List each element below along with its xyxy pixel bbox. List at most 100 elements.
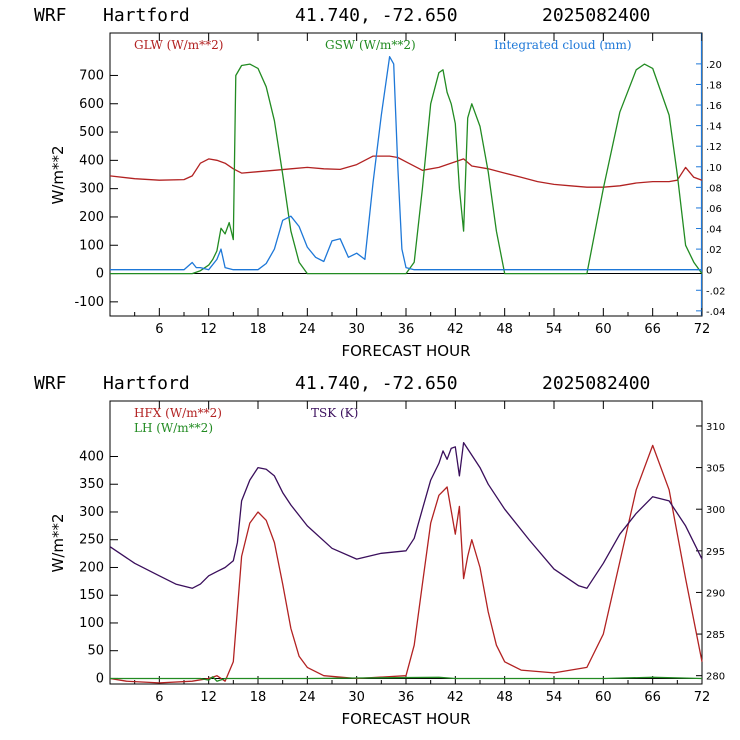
x-tick-label: 42 xyxy=(447,322,464,337)
chart2-y-ticks: 0 50 100 150 200 250 300 350 400 xyxy=(79,449,118,686)
right-tick-label: .04 xyxy=(706,225,722,236)
chart1-model: WRF xyxy=(34,5,67,26)
x-tick-label: 36 xyxy=(398,322,415,337)
x-tick-label: 60 xyxy=(595,322,612,337)
x-tick-label: 36 xyxy=(398,690,415,705)
chart2-header: WRF Hartford 41.740, -72.650 2025082400 xyxy=(34,373,650,394)
x-tick-label: 60 xyxy=(595,690,612,705)
right-tick-label: .16 xyxy=(706,101,722,112)
y-tick-label: 150 xyxy=(79,588,104,603)
chart2-plot-frame xyxy=(109,400,703,685)
c2-series-line-1 xyxy=(110,676,703,682)
y-tick-label: 100 xyxy=(79,616,104,631)
y-tick-label: 200 xyxy=(79,210,104,225)
x-tick-label: 72 xyxy=(694,690,711,705)
y-tick-label: 600 xyxy=(79,97,104,112)
chart2-series xyxy=(109,441,703,684)
c2-series-line-0 xyxy=(109,444,703,684)
chart2-coords: 41.740, -72.650 xyxy=(295,373,458,394)
y-tick-label: 200 xyxy=(79,560,104,575)
chart2-x-axis-label: FORECAST HOUR xyxy=(341,710,470,728)
x-tick-label: 48 xyxy=(496,690,513,705)
right-tick-label: 295 xyxy=(706,547,725,558)
chart2-model: WRF xyxy=(34,373,67,394)
chart2-x-ticks: 6 12 18 24 30 36 42 48 54 60 66 72 xyxy=(134,401,711,705)
chart2-station: Hartford xyxy=(103,373,190,394)
x-tick-label: 30 xyxy=(348,690,365,705)
chart2-legend-tsk: TSK (K) xyxy=(311,406,358,420)
x-tick-label: 30 xyxy=(348,322,365,337)
right-tick-label: .02 xyxy=(706,245,722,256)
y-tick-label: 250 xyxy=(79,533,104,548)
chart1-y-axis-label: W/m**2 xyxy=(49,145,67,204)
c1-series-line-0 xyxy=(109,155,703,188)
x-tick-label: 6 xyxy=(155,690,163,705)
x-tick-label: 18 xyxy=(250,322,267,337)
chart1-series xyxy=(109,56,703,275)
y-tick-label: 100 xyxy=(79,238,104,253)
y-tick-label: 0 xyxy=(96,671,104,686)
chart1-x-ticks: 6 12 18 24 30 36 42 48 54 60 66 72 xyxy=(134,33,711,337)
right-tick-label: 0 xyxy=(706,266,712,277)
y-tick-label: 50 xyxy=(87,644,104,659)
chart2-panel: 6 12 18 24 30 36 42 48 54 60 66 72 0 50 100 150 200 250 3… xyxy=(49,400,725,728)
chart1-legend-glw: GLW (W/m**2) xyxy=(134,38,223,52)
right-tick-label: 305 xyxy=(706,464,725,475)
x-tick-label: 18 xyxy=(250,690,267,705)
right-tick-label: .06 xyxy=(706,204,722,215)
c1-series-line-1 xyxy=(110,63,703,275)
right-tick-label: .14 xyxy=(706,122,722,133)
y-tick-label: 300 xyxy=(79,505,104,520)
y-tick-label: 300 xyxy=(79,182,104,197)
y-tick-label: 500 xyxy=(79,125,104,140)
right-tick-label: -.02 xyxy=(706,286,726,297)
y-tick-label: 350 xyxy=(79,477,104,492)
chart2-right-ticks: 280 285 290 295 300 305 310 xyxy=(696,422,725,683)
chart2-y-axis-label: W/m**2 xyxy=(49,513,67,572)
chart1-right-ticks: .20 .18 .16 .14 .12 .10 .08 .06 .04 .02 0 -.02 -.04 xyxy=(696,60,726,318)
right-tick-label: .18 xyxy=(706,80,722,91)
x-tick-label: 66 xyxy=(644,322,661,337)
x-tick-label: 12 xyxy=(200,322,217,337)
chart1-x-axis-label: FORECAST HOUR xyxy=(341,342,470,360)
x-tick-label: 6 xyxy=(155,322,163,337)
chart1-coords: 41.740, -72.650 xyxy=(295,5,458,26)
x-tick-label: 48 xyxy=(496,322,513,337)
right-tick-label: .20 xyxy=(706,60,722,71)
right-tick-label: 300 xyxy=(706,505,725,516)
x-tick-label: 66 xyxy=(644,690,661,705)
chart2-legend-hfx: HFX (W/m**2) xyxy=(134,406,222,420)
right-tick-label: 280 xyxy=(706,672,725,683)
y-tick-label: -100 xyxy=(74,295,104,310)
right-tick-label: 290 xyxy=(706,588,725,599)
chart1-legend-gsw: GSW (W/m**2) xyxy=(325,38,416,52)
x-tick-label: 42 xyxy=(447,690,464,705)
y-tick-label: 400 xyxy=(79,449,104,464)
right-tick-label: .12 xyxy=(706,142,722,153)
chart1-station: Hartford xyxy=(103,5,190,26)
y-tick-label: 700 xyxy=(79,68,104,83)
x-tick-label: 54 xyxy=(546,690,563,705)
x-tick-label: 54 xyxy=(546,322,563,337)
right-tick-label: 285 xyxy=(706,630,725,641)
right-tick-label: .10 xyxy=(706,163,722,174)
right-tick-label: 310 xyxy=(706,422,725,433)
y-tick-label: 0 xyxy=(96,267,104,282)
y-tick-label: 400 xyxy=(79,153,104,168)
c2-series-line-2 xyxy=(109,441,703,589)
chart1-legend-cloud: Integrated cloud (mm) xyxy=(494,38,632,52)
x-tick-label: 72 xyxy=(694,322,711,337)
chart1-run: 2025082400 xyxy=(542,5,650,26)
right-tick-label: .08 xyxy=(706,183,722,194)
chart2-legend-lh: LH (W/m**2) xyxy=(134,421,213,435)
x-tick-label: 12 xyxy=(200,690,217,705)
right-tick-label: -.04 xyxy=(706,307,726,318)
c1-series-line-2 xyxy=(110,56,702,271)
chart1-panel: 6 12 18 24 30 36 42 48 54 60 66 72 -100 0 100 200 300 40… xyxy=(49,32,726,360)
x-tick-label: 24 xyxy=(299,322,316,337)
x-tick-label: 24 xyxy=(299,690,316,705)
chart2-run: 2025082400 xyxy=(542,373,650,394)
chart1-y-ticks: -100 0 100 200 300 400 500 600 700 xyxy=(74,68,118,310)
chart1-header: WRF Hartford 41.740, -72.650 2025082400 xyxy=(34,5,650,26)
